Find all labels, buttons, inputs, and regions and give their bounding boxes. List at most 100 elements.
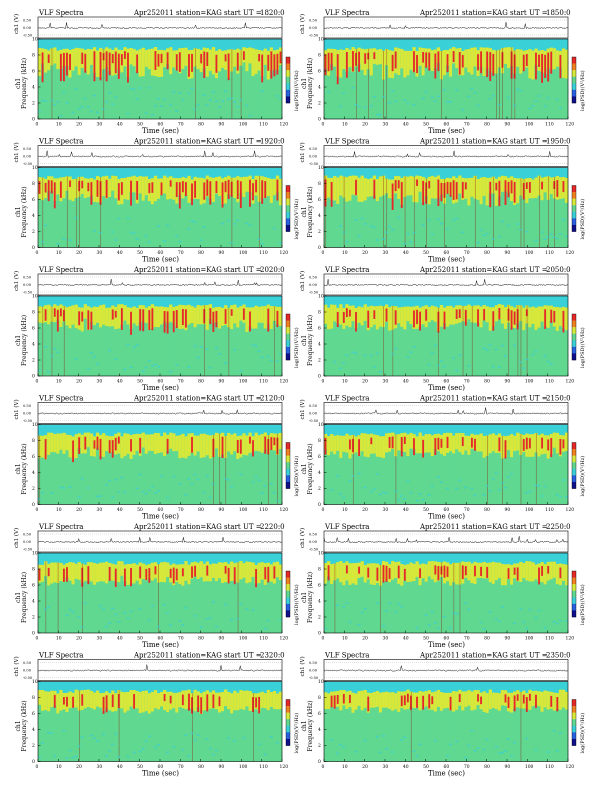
x-tick-label: 110 [545, 507, 554, 513]
panel-station: station=KAG [462, 652, 508, 660]
panel-start-prefix: start UT = [510, 138, 548, 146]
x-tick-label: 60 [444, 250, 450, 256]
amplitude-trace [37, 22, 283, 30]
panel-start-ut: 1850:0 [546, 9, 571, 17]
y-tick-label: 10 [318, 679, 324, 685]
y-tick-label: 10 [32, 165, 38, 171]
x-tick-label: 80 [484, 636, 490, 642]
x-axis-label: Time (sec) [428, 641, 465, 649]
x-tick-label: 40 [117, 636, 123, 642]
y-tick-label: 2 [318, 229, 321, 235]
colorbar-segment [286, 706, 290, 713]
x-tick-label: 50 [137, 507, 143, 513]
amplitude-tick-label: 0.00 [309, 669, 318, 673]
colorbar-segment [286, 584, 290, 591]
colorbar-segment [572, 70, 576, 77]
x-tick-label: 10 [56, 250, 62, 256]
x-tick-label: 0 [36, 507, 39, 513]
x-tick-label: 100 [239, 250, 248, 256]
x-tick-label: 20 [76, 764, 82, 770]
x-tick-label: 0 [322, 379, 325, 385]
x-tick-label: 90 [219, 250, 225, 256]
y-tick-label: 8 [32, 53, 35, 59]
colorbar-segment [572, 205, 576, 212]
colorbar-segment [286, 89, 290, 97]
y-axis-channel-label: ch1 [301, 206, 308, 217]
x-tick-label: 90 [505, 507, 511, 513]
x-tick-label: 70 [178, 764, 184, 770]
y-tick-label: 8 [32, 438, 35, 444]
y-tick-label: 2 [32, 229, 35, 235]
y-tick-label: 4 [318, 470, 321, 476]
x-tick-label: 0 [36, 122, 39, 128]
x-tick-label: 100 [239, 379, 248, 385]
x-tick-label: 80 [198, 122, 204, 128]
x-tick-label: 0 [36, 250, 39, 256]
x-tick-label: 0 [322, 507, 325, 513]
panel-station: station=KAG [176, 652, 222, 660]
spectrogram-image [38, 167, 283, 248]
y-axis-label: Frequency (kHz) [307, 315, 314, 366]
colorbar-segment [572, 475, 576, 483]
colorbar-segment [572, 340, 576, 348]
colorbar-segment [286, 198, 290, 206]
x-tick-label: 110 [259, 379, 268, 385]
y-tick-label: 10 [32, 422, 38, 428]
x-tick-label: 120 [280, 122, 289, 128]
spectrogram-image [38, 553, 283, 633]
y-axis-channel-label: ch1 [15, 463, 22, 474]
y-tick-label: 2 [318, 101, 321, 107]
x-tick-label: 10 [56, 764, 62, 770]
x-tick-label: 40 [403, 636, 409, 642]
spectrogram-image [324, 424, 569, 505]
x-tick-label: 0 [36, 379, 39, 385]
colorbar-segment [286, 475, 290, 483]
x-tick-label: 50 [137, 636, 143, 642]
panel-station: station=KAG [462, 395, 508, 403]
amplitude-trace [323, 22, 569, 30]
colorbar-label: log(PSD)(V²/Hz) [579, 327, 586, 368]
amplitude-axis-label: ch1 (V) [13, 142, 20, 162]
y-tick-label: 6 [318, 69, 321, 75]
y-tick-label: 8 [318, 567, 321, 573]
spectrogram-image [324, 681, 569, 762]
colorbar-segment [286, 57, 290, 64]
amplitude-tick-label: -0.50 [23, 162, 33, 166]
spectrogram-image [324, 39, 569, 120]
colorbar-segment [286, 712, 290, 720]
x-tick-label: 110 [259, 122, 268, 128]
amplitude-axis-label: ch1 (V) [13, 399, 20, 419]
x-axis-label: Time (sec) [142, 127, 179, 135]
amplitude-tick-label: 0.00 [23, 283, 32, 287]
panel-date: Apr252011 [133, 138, 174, 146]
x-tick-label: 20 [76, 636, 82, 642]
panel-start-prefix: start UT = [224, 523, 262, 531]
colorbar-segment [286, 603, 290, 611]
colorbar-frame [285, 699, 291, 746]
x-tick-label: 110 [545, 764, 554, 770]
panel-date: Apr252011 [419, 266, 460, 274]
spectrogram-panel: VLF Spectra Apr252011 station=KAG start UT … [13, 138, 300, 264]
x-tick-label: 50 [423, 379, 429, 385]
panel-title: VLF Spectra [38, 523, 83, 531]
panel-station: station=KAG [462, 9, 508, 17]
y-axis-label: Frequency (kHz) [21, 443, 28, 494]
x-tick-label: 10 [342, 122, 348, 128]
colorbar-segment [572, 481, 576, 489]
spectrogram-image [38, 39, 283, 120]
colorbar-segment [572, 353, 576, 361]
amplitude-trace [323, 150, 568, 158]
panel-title: VLF Spectra [324, 138, 369, 146]
amplitude-tick-label: -0.50 [23, 34, 33, 38]
y-tick-label: 6 [32, 583, 35, 589]
panel-date: Apr252011 [133, 652, 174, 660]
x-tick-label: 120 [566, 636, 575, 642]
panel-start-ut: 2220:0 [260, 523, 285, 531]
y-tick-label: 8 [32, 181, 35, 187]
x-tick-label: 120 [566, 250, 575, 256]
y-axis-label: Frequency (kHz) [307, 58, 314, 109]
y-axis-channel-label: ch1 [15, 720, 22, 731]
colorbar-segment [572, 346, 576, 354]
x-tick-label: 50 [423, 636, 429, 642]
amplitude-tick-label: 0.00 [309, 412, 318, 416]
